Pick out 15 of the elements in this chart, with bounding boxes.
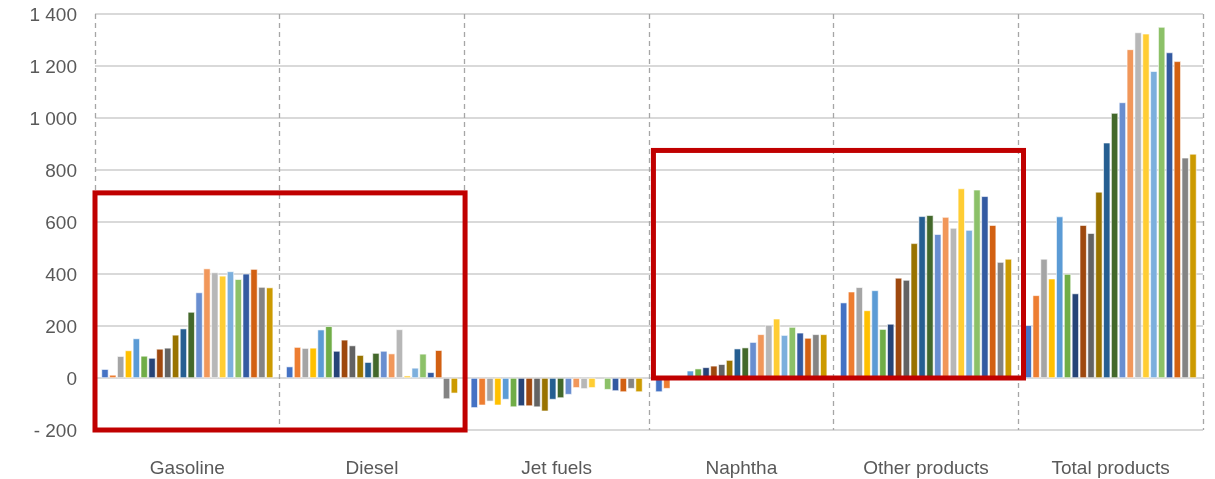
x-tick-label: Other products [863, 457, 989, 478]
y-tick-label: 200 [45, 315, 77, 337]
y-tick-label: 400 [45, 263, 77, 285]
y-tick-label: - 200 [33, 419, 77, 441]
y-tick-label: 1 000 [29, 107, 77, 129]
x-tick-label: Gasoline [149, 457, 225, 478]
x-tick-label: Diesel [345, 457, 399, 478]
x-tick-label: Jet fuels [521, 457, 593, 478]
y-tick-label: 1 200 [29, 55, 77, 77]
y-tick-label: 800 [45, 159, 77, 181]
x-tick-label: Total products [1051, 457, 1170, 478]
y-tick-label: 0 [66, 367, 77, 389]
y-tick-label: 1 400 [29, 3, 77, 25]
y-tick-label: 600 [45, 211, 77, 233]
x-tick-label: Naphtha [705, 457, 778, 478]
